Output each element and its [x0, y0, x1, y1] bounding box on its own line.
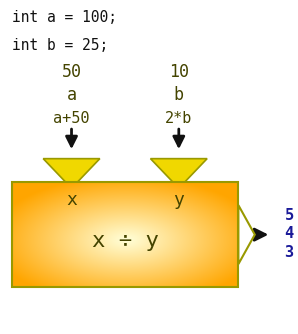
Text: a: a — [66, 86, 77, 104]
Text: int a = 100;: int a = 100; — [12, 10, 117, 25]
Text: 4: 4 — [285, 226, 294, 241]
Polygon shape — [238, 205, 255, 264]
Text: 5: 5 — [285, 208, 294, 223]
Text: 10: 10 — [169, 63, 189, 81]
Text: 3: 3 — [285, 245, 294, 260]
Text: x: x — [66, 191, 77, 209]
Text: x ÷ y: x ÷ y — [92, 231, 159, 251]
Bar — [12, 182, 238, 287]
Polygon shape — [150, 159, 207, 182]
Text: 2*b: 2*b — [165, 111, 193, 126]
Polygon shape — [43, 159, 100, 182]
Text: 50: 50 — [61, 63, 82, 81]
Text: a+50: a+50 — [53, 111, 90, 126]
Text: b: b — [174, 86, 184, 104]
Text: y: y — [173, 191, 184, 209]
Text: int b = 25;: int b = 25; — [12, 38, 108, 53]
